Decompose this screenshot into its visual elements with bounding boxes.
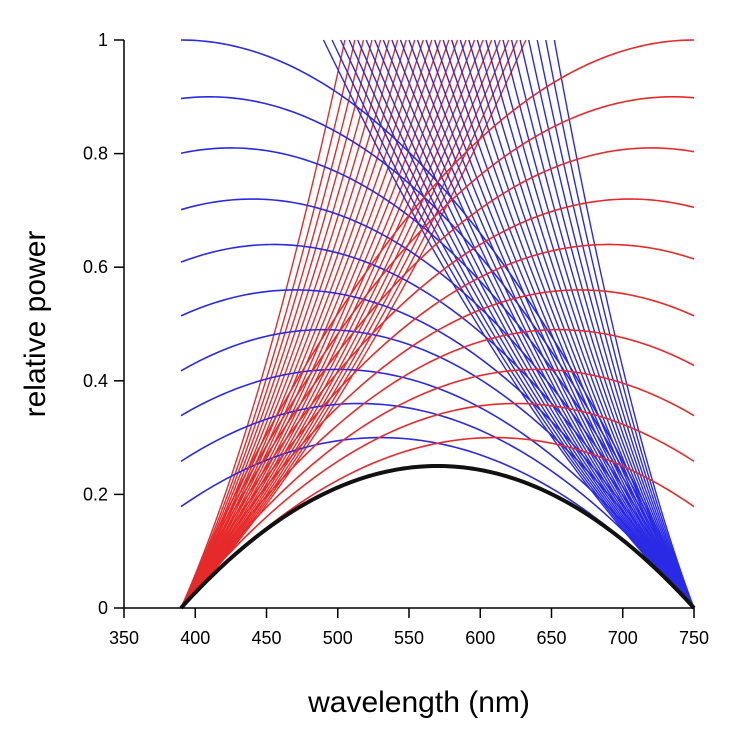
blue-fan-line — [322, 39, 695, 609]
x-tick-label: 750 — [679, 628, 709, 648]
base-curve — [179, 463, 696, 610]
red-fan-line — [180, 39, 484, 609]
y-tick-label: 0.8 — [83, 144, 108, 164]
blue-fan-line — [459, 39, 695, 609]
x-ticks: 350 400 450 500 550 600 650 700 750 — [109, 608, 709, 648]
y-tick-label: 0.6 — [83, 257, 108, 277]
x-tick-label: 650 — [536, 628, 566, 648]
curve-layer — [179, 39, 696, 610]
x-tick-label: 550 — [394, 628, 424, 648]
blue-fan-line — [348, 39, 695, 609]
blue-fan-line — [382, 39, 695, 609]
blue-fan-line — [536, 39, 695, 609]
red-curve — [180, 368, 695, 609]
red-curve — [180, 289, 695, 609]
x-tick-label: 700 — [608, 628, 638, 648]
y-tick-label: 0.2 — [83, 484, 108, 504]
blue-fan-line — [391, 39, 695, 609]
y-tick-label: 0.4 — [83, 371, 108, 391]
blue-fan-line — [442, 39, 695, 609]
red-curve — [180, 243, 695, 609]
red-fan-line — [180, 39, 459, 609]
x-axis-title: wavelength (nm) — [307, 686, 530, 719]
blue-fan-line — [519, 39, 695, 609]
blue-curve — [180, 243, 695, 609]
blue-fan-line — [433, 39, 695, 609]
x-tick-label: 400 — [180, 628, 210, 648]
red-curve — [180, 147, 695, 609]
blue-fan-line — [357, 39, 695, 609]
blue-curve — [180, 95, 695, 609]
red-curve — [180, 95, 695, 609]
blue-curve — [180, 198, 695, 609]
red-fan-line — [180, 39, 518, 609]
blue-curve — [180, 328, 695, 609]
blue-fan-line — [528, 39, 695, 609]
red-fan-line — [180, 39, 356, 609]
blue-fan-line — [553, 39, 695, 609]
red-fan-line — [180, 39, 346, 609]
x-tick-label: 500 — [323, 628, 353, 648]
red-curve — [180, 328, 695, 609]
red-fan-line — [180, 39, 390, 609]
x-tick-label: 600 — [465, 628, 495, 648]
y-axis-title: relative power — [19, 231, 52, 418]
x-tick-label: 450 — [251, 628, 281, 648]
red-curve — [180, 39, 695, 609]
blue-fan-line — [399, 39, 695, 609]
red-curve — [180, 198, 695, 609]
y-tick-label: 1 — [98, 30, 108, 50]
x-tick-label: 350 — [109, 628, 139, 648]
red-curve — [180, 402, 695, 609]
y-ticks: 0 0.2 0.4 0.6 0.8 1 — [83, 30, 124, 618]
blue-fan-line — [339, 39, 695, 609]
blue-curve — [180, 147, 695, 609]
y-tick-label: 0 — [98, 598, 108, 618]
